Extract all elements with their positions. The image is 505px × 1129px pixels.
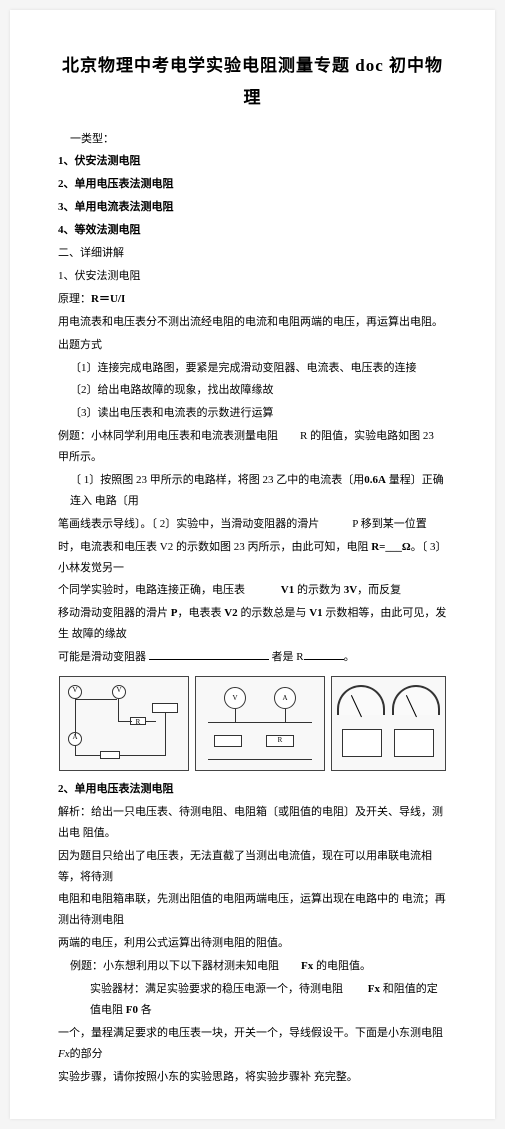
body-text: 因为题目只给出了电压表，无法直截了当测出电流值，现在可以用串联电流相 等，将待测 [58,846,447,888]
circuit-diagram: V A R [195,676,325,771]
method-title: 2、单用电压表法测电阻 [58,779,447,800]
body-text: 解析：给出一只电压表、待测电阻、电阻箱〔或阻值的电阻〕及开关、导线，测出电 阻值… [58,802,447,844]
body-text: 一个，量程满足要求的电压表一块，开关一个，导线假设干。下面是小东测电阻 Fx的部… [58,1023,447,1065]
body-text: 时，电流表和电压表 V2 的示数如图 23 丙所示，由此可知，电阻 R=___Ω… [58,537,447,579]
body-text: 可能是滑动变阻器 者是 R。 [58,647,447,668]
blank-field [304,649,344,660]
body-text: 电阻和电阻箱串联，先测出阻值的电阻两端电压，运算出现在电路中的 电流；再测出待测… [58,889,447,931]
example-intro: 例题：小东想利用以下以下器材测未知电阻 Fx 的电阻值。 [58,956,447,977]
body-text: 实验步骤，请你按照小东的实验思路，将实验步骤补 充完整。 [58,1067,447,1088]
page-title: 北京物理中考电学实验电阻测量专题 doc 初中物理 [58,50,447,115]
list-item: 〔1〕连接完成电路图，要紧是完成滑动变阻器、电流表、电压表的连接 [58,358,447,379]
type-item: 1、伏安法测电阻 [58,151,447,172]
figure-row: V V R A V A R [58,676,447,771]
blank-field [189,649,269,660]
meter-readout [331,676,446,771]
body-text: 用电流表和电压表分不测出流经电阻的电流和电阻两端的电压，再运算出电阻。 [58,312,447,333]
section-header: 二、详细讲解 [58,243,447,264]
example-intro: 例题：小林同学利用电压表和电流表测量电阻 R 的阻值，实验电路如图 23 甲所示… [58,426,447,468]
body-text: 〔 1〕按照图 23 甲所示的电路样，将图 23 乙中的电流表〔用0.6A 量程… [58,470,447,512]
method-title: 1、伏安法测电阻 [58,266,447,287]
body-text: 笔画线表示导线〕。〔 2〕实验中，当滑动变阻器的滑片 P 移到某一位置 [58,514,447,535]
subheading: 出题方式 [58,335,447,356]
section-header: 一类型： [58,129,447,150]
body-text: 实验器材：满足实验要求的稳压电源一个，待测电阻 Fx 和阻值的定值电阻 F0 各 [58,979,447,1021]
body-text: 个同学实验时，电路连接正确，电压表 V1 的示数为 3V，而反复 [58,580,447,601]
list-item: 〔3〕读出电压表和电流表的示数进行运算 [58,403,447,424]
type-item: 4、等效法测电阻 [58,220,447,241]
type-item: 2、单用电压表法测电阻 [58,174,447,195]
type-item: 3、单用电流表法测电阻 [58,197,447,218]
list-item: 〔2〕给出电路故障的现象，找出故障缘故 [58,380,447,401]
circuit-diagram: V V R A [59,676,189,771]
principle-line: 原理：R＝U/I [58,289,447,310]
blank-field [149,649,189,660]
body-text: 两端的电压，利用公式运算出待测电阻的阻值。 [58,933,447,954]
body-text: 移动滑动变阻器的滑片 P，电表表 V2 的示数总是与 V1 示数相等，由此可见，… [58,603,447,645]
